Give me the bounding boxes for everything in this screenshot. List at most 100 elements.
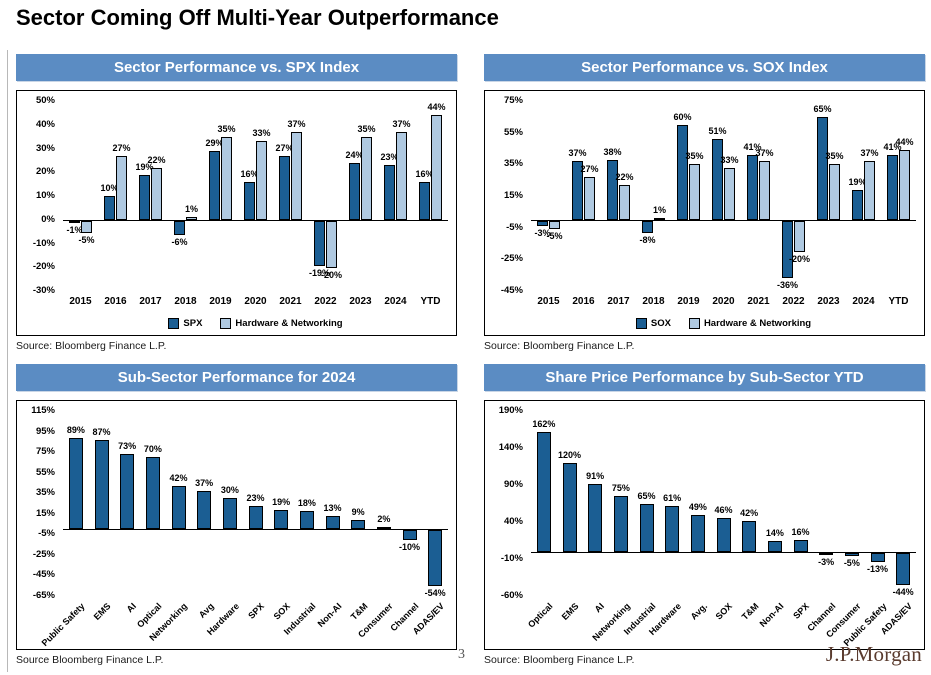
bar [151,167,162,220]
y-axis-tick-label: 75% [35,446,55,458]
bar-value-label: 37% [568,148,587,159]
y-axis-tick-label: 115% [31,405,55,416]
bar [68,437,83,530]
x-category-label: SPX [791,601,812,621]
x-category-label: 2017 [139,296,162,307]
bar-value-label: 22% [615,171,634,182]
x-category-label: YTD [888,296,909,307]
bar [642,220,653,234]
bar-value-label: 18% [297,497,316,508]
bar [376,527,391,530]
y-axis-tick-label: 190% [498,405,523,416]
bar [549,220,560,229]
source-note: Source: Bloomberg Finance L.P. [484,340,635,352]
y-axis-tick-label: -5% [506,221,523,233]
y-axis-tick-label: 15% [35,507,55,519]
bar [209,150,220,220]
bar-value-label: -5% [78,234,95,245]
bar [81,220,92,233]
bar-value-label: 46% [714,504,733,515]
bar [572,161,583,220]
bar-value-label: 19% [848,176,867,187]
x-category-label: AI [592,601,607,615]
bar [588,484,603,552]
bar-value-label: 23% [380,152,399,163]
bar-value-label: 44% [895,137,914,148]
bar [402,530,417,541]
bar [724,167,735,220]
x-category-label: Non-AI [315,601,344,629]
y-axis-tick-label: 0% [41,213,55,225]
bar-value-label: 14% [765,528,784,539]
bar [428,530,443,586]
legend-item: SPX [168,318,202,329]
x-category-label: T&M [348,601,370,622]
bar-value-label: 16% [240,168,259,179]
bar [279,155,290,220]
bar-value-label: 37% [392,118,411,129]
bar-value-label: 19% [272,496,291,507]
bar-value-label: 1% [184,204,198,215]
bar [244,181,255,220]
bar [248,505,263,530]
bar-value-label: 9% [351,506,365,517]
x-axis-zero-line [63,529,448,531]
x-category-label: 2024 [852,296,875,307]
bar-value-label: 30% [220,485,239,496]
y-axis-tick-label: 75% [503,95,523,106]
chart-spx-vs-hardware-networking: 50% 40% 30% 20% 10% 0% -10% -20% -30% -1% 10% 19% -6… [16,90,457,336]
bar [716,517,731,552]
y-axis-tick-label: 15% [503,190,523,201]
bar [639,503,654,552]
bar [351,519,366,530]
legend-item: SOX [635,318,671,329]
bar-value-label: 73% [118,441,137,452]
x-category-label: Public Safety [39,601,87,649]
x-category-label: 2023 [349,296,372,307]
x-category-label: 2020 [712,296,735,307]
bar-value-label: 162% [532,418,556,429]
y-axis-tick-label: 10% [35,190,55,201]
x-category-label: T&M [739,601,761,622]
bar [619,184,630,220]
bar-value-label: 49% [688,502,707,513]
bar [607,159,618,220]
bar [384,165,395,220]
bar-value-label: 23% [246,492,265,503]
x-axis-zero-line [531,551,916,553]
x-category-label: SOX [714,601,735,622]
bar-value-label: 1% [652,205,666,216]
bar-value-label: 2% [377,514,391,525]
bar [613,496,628,552]
x-category-label: 2021 [747,296,770,307]
bar-value-label: 22% [147,154,166,165]
bar [174,220,185,235]
y-axis-tick-label: -25% [500,253,523,265]
bar-value-label: 51% [708,126,727,136]
x-category-label: 2019 [209,296,232,307]
chart-title-bar: Sub-Sector Performance for 2024 [16,364,457,391]
chart-subsector-performance-2024: 115% 95% 75% 55% 35% 15% -5% -25% -45% -65% 89% 87%… [16,400,457,650]
bar [654,218,665,221]
bar [299,510,314,530]
x-category-label: 2018 [642,296,665,307]
bar [326,220,337,269]
bar [139,174,150,220]
bar [274,509,289,530]
bar-value-label: 37% [755,148,774,159]
bar [759,161,770,220]
y-axis-tick-label: 20% [35,166,55,178]
x-category-label: 2015 [537,296,560,307]
bar-value-label: 16% [415,168,434,179]
jpmorgan-logo: J.P.Morgan [825,642,922,666]
source-note: Source: Bloomberg Finance L.P. [484,654,635,666]
bar-value-label: 35% [217,123,236,134]
x-axis-zero-line [531,219,916,221]
bar-value-label: 87% [92,426,111,437]
bar-value-label: 16% [791,526,810,537]
y-axis-tick-label: 90% [503,479,523,490]
bar [767,541,782,552]
bar-value-label: -36% [776,279,798,290]
legend-swatch-icon [635,318,647,329]
